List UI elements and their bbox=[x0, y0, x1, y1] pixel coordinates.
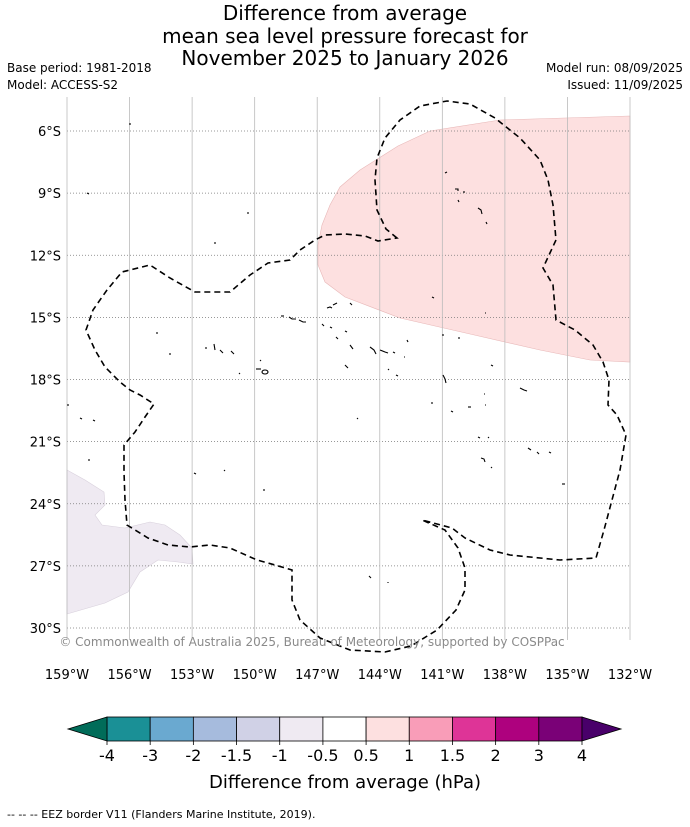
latitude-gridlines bbox=[67, 130, 630, 629]
longitude-labels: 159°W 156°W 153°W 150°W 147°W 144°W 141°W 138°W… bbox=[45, 668, 652, 683]
title-line-1: Difference from average bbox=[222, 1, 468, 25]
colorbar-cell bbox=[452, 716, 497, 742]
lat-tick-label: 21°S bbox=[30, 436, 61, 451]
eez-border bbox=[85, 100, 627, 653]
lon-tick-label: 147°W bbox=[295, 668, 339, 683]
colorbar: -4 -3 -2 -1.5 -1 -0.5 0.5 1 1.5 2 3 4 Difference fr… bbox=[66, 716, 623, 793]
colorbar-cell bbox=[495, 716, 540, 742]
colorbar-label: Difference from average (hPa) bbox=[209, 772, 481, 793]
latitude-labels: 6°S 9°S 12°S 15°S 18°S 21°S 24°S 27°S 30°S bbox=[30, 125, 61, 637]
map-frame: 6°S 9°S 12°S 15°S 18°S 21°S 24°S 27°S 30°S 159°W… bbox=[30, 97, 652, 683]
lon-tick-label: 153°W bbox=[170, 668, 214, 683]
colorbar-tick-label: -1.5 bbox=[221, 746, 252, 765]
longitude-gridlines bbox=[66, 97, 631, 640]
map-figure: 6°S 9°S 12°S 15°S 18°S 21°S 24°S 27°S 30°S 159°W… bbox=[30, 97, 652, 793]
lon-tick-label: 135°W bbox=[545, 668, 589, 683]
negative-anomaly-area bbox=[66, 469, 194, 615]
colorbar-tick-label: -4 bbox=[99, 746, 115, 765]
colorbar-tick-label: 3 bbox=[534, 746, 544, 765]
colorbar-cell bbox=[149, 716, 194, 742]
lat-tick-label: 6°S bbox=[38, 125, 61, 140]
footer-note: -- -- -- EEZ border V11 (Flanders Marine… bbox=[7, 808, 316, 821]
lon-tick-label: 132°W bbox=[608, 668, 652, 683]
colorbar-tick-label: -2 bbox=[185, 746, 201, 765]
map-title: Difference from average mean sea level p… bbox=[0, 2, 690, 70]
lon-tick-label: 144°W bbox=[358, 668, 402, 683]
colorbar-cell bbox=[322, 716, 367, 742]
copyright-notice: © Commonwealth of Australia 2025, Bureau… bbox=[59, 635, 564, 649]
lon-tick-label: 156°W bbox=[107, 668, 151, 683]
colorbar-tick-label: 2 bbox=[491, 746, 501, 765]
model-name: Model: ACCESS-S2 bbox=[7, 78, 119, 92]
colorbar-tick-label: 1.5 bbox=[440, 746, 465, 765]
lat-tick-label: 12°S bbox=[30, 249, 61, 264]
colorbar-cell bbox=[408, 716, 453, 742]
colorbar-cell bbox=[106, 716, 151, 742]
title-line-3: November 2025 to January 2026 bbox=[181, 46, 509, 70]
colorbar-cell bbox=[365, 716, 410, 742]
base-period: Base period: 1981-2018 bbox=[7, 61, 152, 75]
lon-tick-label: 138°W bbox=[483, 668, 527, 683]
colorbar-under-arrow bbox=[66, 716, 108, 742]
issued-date: Issued: 11/09/2025 bbox=[567, 78, 683, 92]
colorbar-cell bbox=[538, 716, 583, 742]
positive-anomaly-area bbox=[317, 115, 631, 363]
colorbar-tick-label: -1 bbox=[272, 746, 288, 765]
colorbar-tick-label: 4 bbox=[577, 746, 587, 765]
colorbar-cell bbox=[236, 716, 281, 742]
lat-tick-label: 18°S bbox=[30, 374, 61, 389]
meta-left: Base period: 1981-2018 Model: ACCESS-S2 bbox=[7, 60, 152, 94]
lat-tick-label: 24°S bbox=[30, 498, 61, 513]
lon-tick-label: 141°W bbox=[420, 668, 464, 683]
island-outlines bbox=[67, 123, 565, 583]
lon-tick-label: 150°W bbox=[233, 668, 277, 683]
lon-tick-label: 159°W bbox=[45, 668, 89, 683]
model-run: Model run: 08/09/2025 bbox=[545, 61, 683, 75]
colorbar-tick-label: -3 bbox=[142, 746, 158, 765]
colorbar-cell bbox=[192, 716, 237, 742]
lat-tick-label: 15°S bbox=[30, 311, 61, 326]
colorbar-tick-label: 1 bbox=[404, 746, 414, 765]
colorbar-tick-label: -0.5 bbox=[307, 746, 338, 765]
colorbar-tick-label: 0.5 bbox=[353, 746, 378, 765]
title-line-2: mean sea level pressure forecast for bbox=[162, 23, 528, 48]
lat-tick-label: 30°S bbox=[30, 622, 61, 637]
colorbar-cell bbox=[279, 716, 324, 742]
lat-tick-label: 27°S bbox=[30, 560, 61, 575]
lat-tick-label: 9°S bbox=[38, 187, 61, 202]
meta-right: Model run: 08/09/2025 Issued: 11/09/2025 bbox=[546, 60, 683, 94]
colorbar-over-arrow bbox=[581, 716, 623, 742]
